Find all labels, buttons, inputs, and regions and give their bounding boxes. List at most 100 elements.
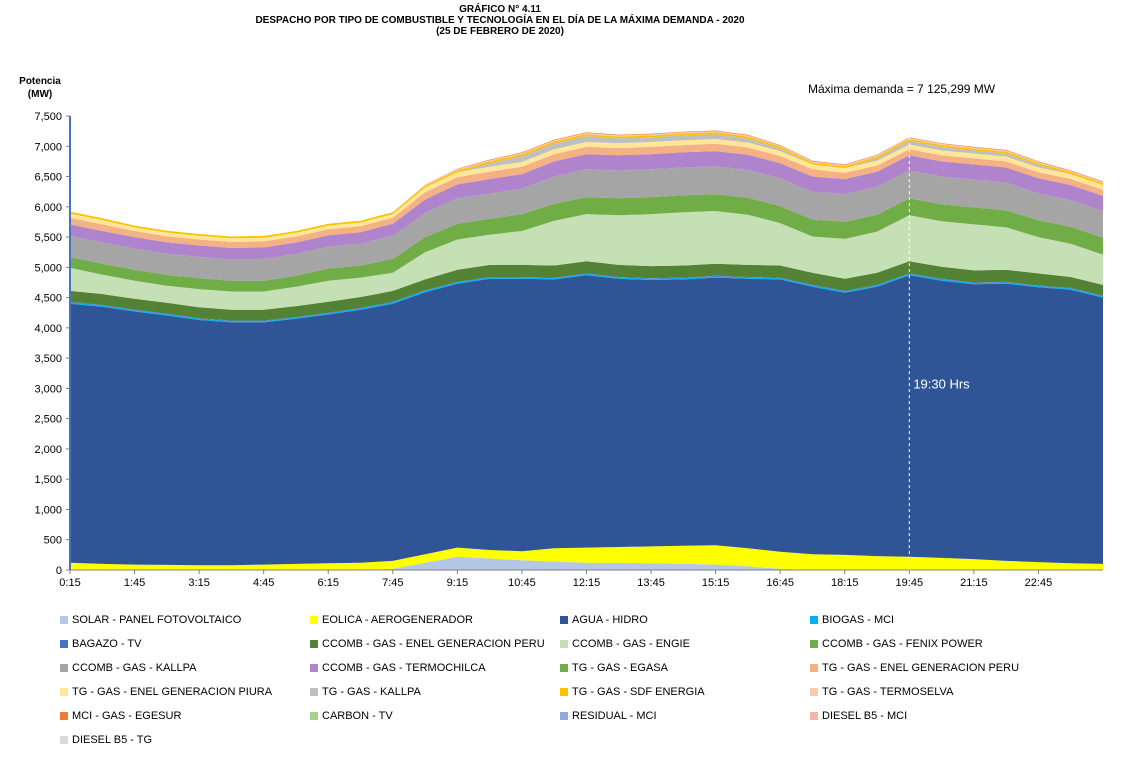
y-tick-label: 7,000 xyxy=(34,141,62,153)
legend-item: TG - GAS - EGASA xyxy=(560,660,810,676)
legend-label: EOLICA - AEROGENERADOR xyxy=(322,614,473,626)
x-tick-label: 0:15 xyxy=(59,577,80,589)
area-series-7 xyxy=(70,194,1103,292)
y-tick-label: 1,500 xyxy=(34,474,62,486)
legend-label: DIESEL B5 - MCI xyxy=(822,710,908,722)
chart-title-line3: (25 DE FEBRERO DE 2020) xyxy=(436,26,564,37)
y-tick-label: 5,000 xyxy=(34,262,62,274)
legend-label: DIESEL B5 - TG xyxy=(72,734,153,746)
legend-item: DIESEL B5 - MCI xyxy=(810,708,1060,724)
legend-label: CCOMB - GAS - ENEL GENERACION PERU xyxy=(322,638,545,650)
legend-swatch xyxy=(60,736,68,744)
x-tick-label: 6:15 xyxy=(318,577,339,589)
legend-item: MCI - GAS - EGESUR xyxy=(60,708,310,724)
legend-label: CCOMB - GAS - TERMOCHILCA xyxy=(322,662,486,674)
legend-item: BAGAZO - TV xyxy=(60,636,310,652)
legend-item: RESIDUAL - MCI xyxy=(560,708,810,724)
x-tick-label: 10:45 xyxy=(508,577,536,589)
x-tick-label: 21:15 xyxy=(960,577,988,589)
legend-item: TG - GAS - ENEL GENERACION PIURA xyxy=(60,684,310,700)
y-tick-label: 1,000 xyxy=(34,504,62,516)
legend-swatch xyxy=(60,712,68,720)
legend-label: TG - GAS - KALLPA xyxy=(322,686,421,698)
legend-swatch xyxy=(810,640,818,648)
area-series-11 xyxy=(70,143,1103,248)
legend-swatch xyxy=(60,688,68,696)
legend-item: TG - GAS - ENEL GENERACION PERU xyxy=(810,660,1060,676)
chart-title-block: GRÁFICO N° 4.11 DESPACHO POR TIPO DE COM… xyxy=(0,4,1000,37)
y-axis-label-line1: Potencia xyxy=(19,76,61,87)
legend-swatch xyxy=(810,712,818,720)
legend-label: MCI - GAS - EGESUR xyxy=(72,710,182,722)
max-demand-time-label: 19:30 Hrs xyxy=(913,376,970,391)
legend-item: TG - GAS - KALLPA xyxy=(310,684,560,700)
legend-swatch xyxy=(60,664,68,672)
legend-swatch xyxy=(560,688,568,696)
legend-label: TG - GAS - ENEL GENERACION PIURA xyxy=(72,686,273,698)
legend-item: CCOMB - GAS - FENIX POWER xyxy=(810,636,1060,652)
x-tick-label: 3:15 xyxy=(188,577,209,589)
x-tick-label: 12:15 xyxy=(573,577,601,589)
area-series-8 xyxy=(70,166,1103,281)
areas-layer xyxy=(70,130,1103,570)
legend-swatch xyxy=(810,616,818,624)
legend-swatch xyxy=(310,712,318,720)
area-series-0 xyxy=(70,556,1103,570)
legend-swatch xyxy=(310,688,318,696)
legend-label: AGUA - HIDRO xyxy=(572,614,648,626)
x-tick-label: 16:45 xyxy=(766,577,794,589)
y-tick-label: 6,000 xyxy=(34,202,62,214)
x-tick-label: 18:15 xyxy=(831,577,859,589)
y-axis-label-line2: (MW) xyxy=(28,89,52,100)
legend-swatch xyxy=(60,616,68,624)
x-tick-label: 15:15 xyxy=(702,577,730,589)
legend-item: CCOMB - GAS - KALLPA xyxy=(60,660,310,676)
legend-label: CCOMB - GAS - FENIX POWER xyxy=(822,638,983,650)
chart-legend: SOLAR - PANEL FOTOVOLTAICO EOLICA - AEROG… xyxy=(60,612,1060,748)
axes-layer: 0 500 1,000 1,500 2,000 2,500 3,000 3,500 4,000 4… xyxy=(34,111,1103,589)
y-tick-label: 0 xyxy=(56,565,62,577)
x-tick-label: 4:45 xyxy=(253,577,274,589)
legend-label: TG - GAS - ENEL GENERACION PERU xyxy=(822,662,1020,674)
chart-title-line1: GRÁFICO N° 4.11 xyxy=(459,4,541,15)
x-tick-label: 7:45 xyxy=(382,577,403,589)
stacked-area-chart: Potencia (MW) 0 500 1,000 1,500 2,000 2,500 3,… xyxy=(19,76,1103,589)
max-demand-annotation: Máxima demanda = 7 125,299 MW xyxy=(808,82,996,96)
legend-item: SOLAR - PANEL FOTOVOLTAICO xyxy=(60,612,310,628)
chart-title-line2: DESPACHO POR TIPO DE COMBUSTIBLE Y TECNO… xyxy=(255,15,745,26)
area-series-5 xyxy=(70,261,1103,321)
legend-swatch xyxy=(560,664,568,672)
legend-item: CCOMB - GAS - ENEL GENERACION PERU xyxy=(310,636,560,652)
legend-swatch xyxy=(310,640,318,648)
area-series-6 xyxy=(70,211,1103,310)
x-tick-label: 9:15 xyxy=(447,577,468,589)
area-series-1 xyxy=(70,545,1103,570)
legend-label: CCOMB - GAS - KALLPA xyxy=(72,662,197,674)
legend-swatch xyxy=(60,640,68,648)
legend-item: AGUA - HIDRO xyxy=(560,612,810,628)
y-tick-label: 3,500 xyxy=(34,353,62,365)
y-tick-label: 6,500 xyxy=(34,172,62,184)
legend-item: BIOGAS - MCI xyxy=(810,612,1060,628)
x-tick-label: 22:45 xyxy=(1025,577,1053,589)
y-tick-label: 2,000 xyxy=(34,444,62,456)
legend-swatch xyxy=(310,664,318,672)
legend-item: EOLICA - AEROGENERADOR xyxy=(310,612,560,628)
legend-label: RESIDUAL - MCI xyxy=(572,710,657,722)
legend-swatch xyxy=(310,616,318,624)
legend-label: CCOMB - GAS - ENGIE xyxy=(572,638,690,650)
legend-swatch xyxy=(810,688,818,696)
y-tick-label: 4,500 xyxy=(34,293,62,305)
y-tick-label: 3,000 xyxy=(34,383,62,395)
area-series-9 xyxy=(70,151,1103,260)
y-tick-label: 7,500 xyxy=(34,111,62,123)
legend-item: TG - GAS - TERMOSELVA xyxy=(810,684,1060,700)
area-series-2 xyxy=(70,275,1103,566)
legend-label: TG - GAS - TERMOSELVA xyxy=(822,686,954,698)
legend-item: CCOMB - GAS - TERMOCHILCA xyxy=(310,660,560,676)
legend-item: CCOMB - GAS - ENGIE xyxy=(560,636,810,652)
legend-swatch xyxy=(560,640,568,648)
annotation-layer: 19:30 Hrs Máxima demanda = 7 125,299 MW xyxy=(808,82,996,570)
legend-swatch xyxy=(560,712,568,720)
y-tick-label: 4,000 xyxy=(34,323,62,335)
